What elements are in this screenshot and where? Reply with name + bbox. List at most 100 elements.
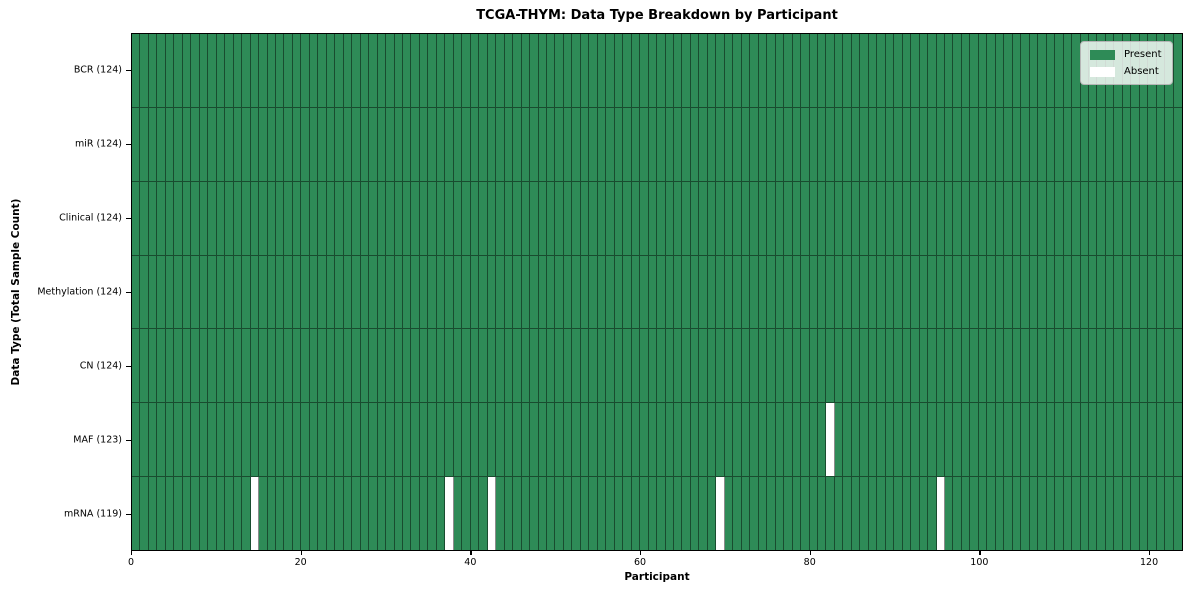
heatmap-cell — [174, 107, 183, 181]
heatmap-cell — [945, 255, 954, 329]
heatmap-cell — [648, 107, 658, 181]
heatmap-cell — [1004, 107, 1013, 181]
heatmap-cell — [563, 477, 573, 551]
heatmap-cell — [1122, 181, 1132, 255]
heatmap-cell — [309, 181, 319, 255]
heatmap-cell — [140, 329, 149, 403]
heatmap-cell — [657, 181, 666, 255]
heatmap-cell — [242, 255, 251, 329]
heatmap-cell — [826, 34, 835, 107]
heatmap-cell — [1038, 403, 1047, 477]
heatmap-cell — [716, 34, 725, 107]
heatmap-cell — [640, 34, 649, 107]
heatmap-cell — [284, 329, 293, 403]
heatmap-cell — [690, 34, 700, 107]
heatmap-cell — [309, 477, 319, 551]
heatmap-cell — [750, 403, 759, 477]
heatmap-cell — [792, 107, 802, 181]
heatmap-cell — [936, 477, 945, 551]
heatmap-cell — [513, 403, 522, 477]
heatmap-cell — [902, 477, 912, 551]
heatmap-cell — [767, 329, 776, 403]
heatmap-cell — [259, 34, 268, 107]
heatmap-cell — [487, 329, 497, 403]
heatmap-cell — [945, 34, 954, 107]
heatmap-cell — [1072, 107, 1081, 181]
heatmap-cell — [1148, 403, 1157, 477]
heatmap-cell — [199, 477, 209, 551]
heatmap-cell — [504, 329, 514, 403]
heatmap-cell — [1004, 181, 1013, 255]
heatmap-cell — [216, 255, 226, 329]
heatmap-cell — [699, 329, 708, 403]
heatmap-cell — [995, 34, 1005, 107]
heatmap-cell — [530, 34, 539, 107]
heatmap-cell — [1021, 181, 1030, 255]
heatmap-cell — [851, 34, 861, 107]
heatmap-cell — [1105, 477, 1115, 551]
heatmap-cell — [479, 255, 488, 329]
heatmap-cell — [182, 477, 192, 551]
heatmap-cell — [292, 255, 302, 329]
heatmap-cell — [369, 107, 378, 181]
heatmap-cell — [208, 477, 217, 551]
heatmap-cell — [1088, 255, 1098, 329]
heatmap-cell — [352, 329, 361, 403]
x-tick-label: 60 — [633, 557, 647, 568]
heatmap-cell — [1063, 107, 1073, 181]
heatmap-cell — [225, 255, 234, 329]
heatmap-cell — [750, 34, 759, 107]
heatmap-cell — [1080, 255, 1089, 329]
heatmap-cell — [394, 34, 403, 107]
heatmap-cell — [834, 329, 844, 403]
heatmap-cell — [885, 477, 895, 551]
heatmap-cell — [877, 255, 886, 329]
heatmap-cell — [580, 107, 590, 181]
heatmap-cell — [1105, 403, 1115, 477]
heatmap-cell — [928, 255, 937, 329]
heatmap-cell — [1063, 34, 1073, 107]
heatmap-cell — [165, 403, 175, 477]
heatmap-cell — [233, 181, 243, 255]
heatmap-cell — [970, 403, 979, 477]
heatmap-cell — [1029, 181, 1039, 255]
heatmap-cell — [377, 477, 387, 551]
heatmap-cell — [826, 107, 835, 181]
heatmap-cell — [191, 477, 200, 551]
heatmap-cell — [352, 181, 361, 255]
heatmap-cell — [1063, 477, 1073, 551]
heatmap-cell — [369, 403, 378, 477]
heatmap-cell — [411, 329, 420, 403]
heatmap-cell — [860, 34, 869, 107]
heatmap-cell — [724, 329, 734, 403]
heatmap-cell — [199, 107, 209, 181]
heatmap-cell — [978, 181, 988, 255]
heatmap-cell — [640, 255, 649, 329]
heatmap-cell — [572, 329, 581, 403]
heatmap-cell — [674, 403, 683, 477]
heatmap-cell — [360, 34, 370, 107]
heatmap-cell — [403, 107, 412, 181]
heatmap-cell — [580, 403, 590, 477]
heatmap-cell — [496, 477, 505, 551]
heatmap-cell — [1097, 107, 1106, 181]
heatmap-cell — [242, 477, 251, 551]
heatmap-cell — [936, 329, 945, 403]
heatmap-cell — [352, 255, 361, 329]
heatmap-cell — [614, 255, 624, 329]
heatmap-cell — [1021, 255, 1030, 329]
heatmap-cell — [462, 477, 471, 551]
heatmap-cell — [275, 329, 285, 403]
heatmap-cell — [386, 477, 395, 551]
heatmap-cell — [928, 181, 937, 255]
heatmap-cell — [648, 255, 658, 329]
heatmap-cell — [301, 255, 310, 329]
heatmap-cell — [369, 181, 378, 255]
heatmap-cell — [199, 34, 209, 107]
heatmap-cell — [521, 477, 531, 551]
heatmap-cell — [631, 255, 641, 329]
heatmap-cell — [1131, 255, 1140, 329]
heatmap-cell — [436, 255, 446, 329]
x-tick-label: 120 — [1139, 557, 1159, 568]
heatmap-cell — [216, 107, 226, 181]
